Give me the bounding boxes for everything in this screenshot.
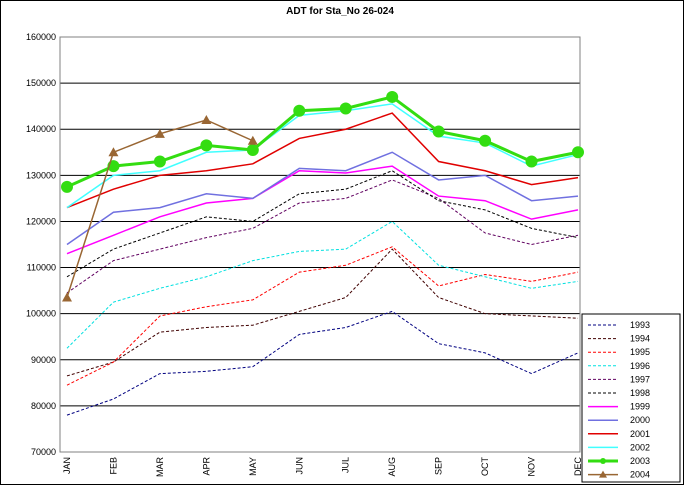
x-tick-label: JUL bbox=[341, 457, 351, 473]
legend bbox=[581, 313, 681, 483]
series-line bbox=[66, 103, 579, 209]
legend-label: 2001 bbox=[630, 429, 650, 439]
series-line bbox=[66, 310, 579, 416]
point bbox=[432, 125, 445, 138]
series-line bbox=[66, 248, 579, 377]
x-tick-label: OCT bbox=[480, 457, 490, 477]
series-line bbox=[66, 220, 579, 349]
y-tick-label: 120000 bbox=[26, 216, 56, 226]
x-tick-label: DEC bbox=[573, 457, 583, 477]
point bbox=[108, 147, 119, 157]
y-tick-label: 160000 bbox=[26, 32, 56, 42]
series-line bbox=[66, 151, 579, 246]
x-tick-label: AUG bbox=[387, 457, 397, 477]
y-tick-label: 70000 bbox=[31, 447, 56, 457]
legend-label: 1999 bbox=[630, 402, 650, 412]
series-line bbox=[66, 170, 579, 278]
y-tick-label: 80000 bbox=[31, 401, 56, 411]
x-tick-label: NOV bbox=[527, 457, 537, 477]
legend-marker bbox=[600, 458, 606, 464]
legend-label: 1996 bbox=[630, 361, 650, 371]
legend-label: 2002 bbox=[630, 442, 650, 452]
point bbox=[386, 90, 399, 103]
point bbox=[153, 155, 166, 168]
legend-label: 2004 bbox=[630, 470, 650, 480]
x-tick-label: MAY bbox=[248, 457, 258, 476]
point bbox=[293, 104, 306, 117]
series-line bbox=[66, 179, 579, 294]
x-tick-label: APR bbox=[201, 457, 211, 476]
plot-area bbox=[59, 36, 581, 453]
y-tick-label: 100000 bbox=[26, 309, 56, 319]
point bbox=[339, 102, 352, 115]
legend-label: 2000 bbox=[630, 415, 650, 425]
x-tick-label: SEP bbox=[434, 457, 444, 475]
legend-label: 2003 bbox=[630, 456, 650, 466]
legend-label: 1997 bbox=[630, 374, 650, 384]
legend-label: 1998 bbox=[630, 388, 650, 398]
point bbox=[525, 155, 538, 168]
y-tick-label: 150000 bbox=[26, 78, 56, 88]
series-line bbox=[66, 112, 579, 209]
legend-label: 1994 bbox=[630, 334, 650, 344]
y-tick-label: 140000 bbox=[26, 124, 56, 134]
y-tick-label: 110000 bbox=[27, 263, 56, 273]
point bbox=[479, 134, 492, 147]
point bbox=[572, 146, 584, 159]
legend-label: 1995 bbox=[630, 347, 650, 357]
series-line bbox=[66, 95, 579, 189]
legend-marker bbox=[599, 470, 607, 478]
legend-label: 1993 bbox=[630, 320, 650, 330]
point bbox=[61, 180, 73, 193]
y-tick-label: 90000 bbox=[31, 355, 56, 365]
x-tick-label: MAR bbox=[155, 457, 165, 478]
point bbox=[200, 139, 213, 152]
y-tick-label: 130000 bbox=[26, 170, 56, 180]
point bbox=[201, 115, 212, 124]
point bbox=[247, 135, 258, 145]
point bbox=[62, 292, 72, 302]
series-line bbox=[66, 165, 579, 255]
x-tick-label: JUN bbox=[294, 457, 304, 475]
point bbox=[246, 143, 259, 156]
x-tick-label: JAN bbox=[62, 457, 72, 474]
chart-title: ADT for Sta_No 26-024 bbox=[286, 6, 394, 17]
point bbox=[154, 128, 165, 138]
x-tick-label: FEB bbox=[108, 457, 118, 475]
series-line bbox=[66, 246, 579, 386]
